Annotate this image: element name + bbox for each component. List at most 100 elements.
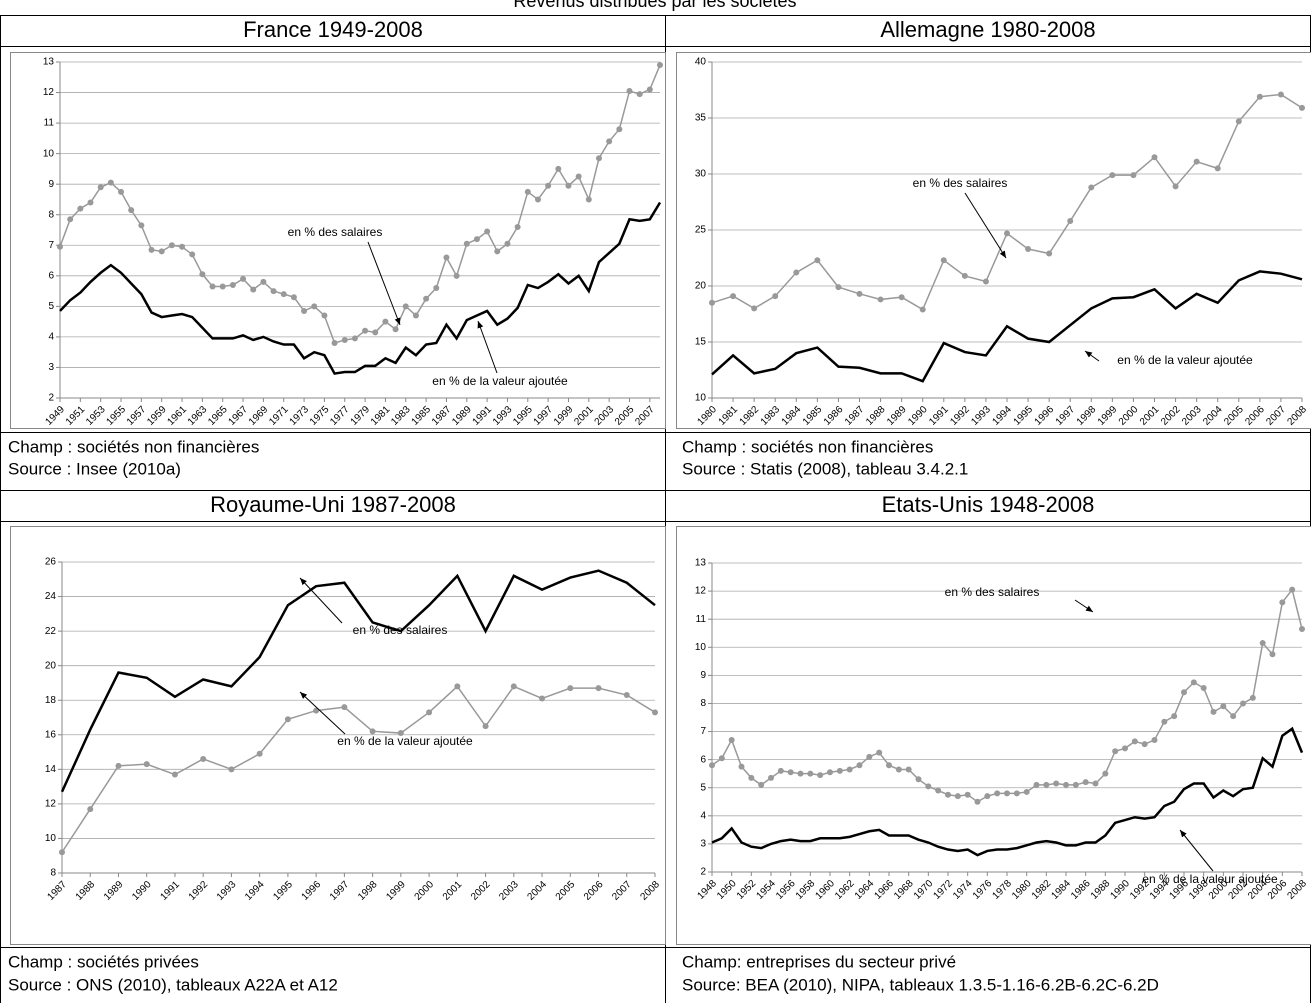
y-tick-label: 13 — [695, 558, 707, 569]
series-marker — [392, 326, 399, 333]
series-marker — [954, 793, 961, 800]
series-marker — [866, 753, 873, 760]
y-tick-label: 4 — [48, 332, 54, 343]
series-marker — [895, 766, 902, 773]
series-marker — [1299, 104, 1305, 111]
series-marker — [616, 126, 623, 133]
series-marker — [856, 762, 863, 769]
series-marker — [1220, 703, 1227, 710]
panel-title: Royaume-Uni 1987-2008 — [210, 492, 456, 517]
series-marker — [1023, 788, 1030, 795]
y-tick-label: 25 — [695, 225, 707, 236]
panel-title: Allemagne 1980-2008 — [880, 17, 1095, 42]
series-marker — [1214, 165, 1221, 172]
y-tick-label: 11 — [696, 614, 707, 625]
annotation-arrow — [299, 577, 343, 624]
series-line — [711, 270, 1303, 383]
series-marker — [1269, 651, 1276, 658]
series-marker — [1082, 779, 1089, 786]
series-marker — [372, 329, 379, 336]
series-marker — [168, 242, 175, 249]
series-marker — [846, 766, 853, 773]
series-marker — [219, 283, 226, 290]
series-marker — [718, 755, 725, 762]
series-marker — [351, 335, 358, 342]
series-marker — [1161, 718, 1168, 725]
series-marker — [1193, 158, 1200, 165]
series-marker — [709, 762, 715, 769]
series-marker — [484, 228, 491, 235]
series-marker — [539, 695, 546, 702]
series-marker — [179, 243, 186, 250]
y-tick-label: 9 — [700, 670, 706, 681]
series-line — [61, 685, 656, 853]
series-marker — [482, 723, 489, 730]
series-marker — [284, 716, 291, 723]
y-tick-label: 10 — [45, 833, 57, 844]
series-marker — [59, 849, 65, 856]
series-marker — [646, 86, 653, 93]
series-marker — [1249, 694, 1256, 701]
series-marker — [524, 188, 531, 195]
series-marker — [67, 216, 74, 223]
note: Champ : sociétés privées — [8, 952, 199, 971]
series-marker — [510, 683, 517, 690]
series-line — [59, 201, 662, 375]
series-marker — [595, 155, 602, 162]
annotation-arrow — [964, 192, 1007, 259]
series-marker — [382, 318, 389, 325]
series-marker — [270, 288, 277, 295]
y-tick-label: 11 — [44, 118, 55, 129]
series-marker — [982, 278, 989, 285]
chart-area — [676, 52, 1311, 429]
y-tick-label: 10 — [43, 148, 55, 159]
series-marker — [886, 762, 892, 769]
series-marker — [1033, 781, 1040, 788]
y-tick-label: 12 — [43, 87, 55, 98]
series-marker — [545, 182, 552, 189]
series-marker — [1141, 741, 1148, 748]
series-marker — [915, 776, 922, 783]
series-marker — [443, 254, 450, 261]
y-tick-label: 14 — [45, 764, 57, 775]
y-tick-label: 12 — [45, 799, 57, 810]
series-marker — [1277, 91, 1284, 98]
series-marker — [626, 88, 633, 95]
series-marker — [1235, 118, 1242, 125]
series-marker — [738, 763, 745, 770]
series-marker — [772, 293, 779, 300]
series-marker — [1092, 780, 1099, 787]
series-marker — [728, 736, 735, 743]
series-marker — [341, 704, 348, 711]
series-marker — [730, 293, 737, 300]
series-marker — [433, 285, 440, 292]
series-marker — [1013, 790, 1020, 797]
series-marker — [1289, 586, 1296, 593]
annotation-arrow — [1084, 350, 1100, 362]
y-tick-label: 2 — [700, 867, 706, 878]
series-marker — [652, 709, 658, 716]
series-marker — [341, 336, 348, 343]
y-tick-label: 24 — [45, 591, 57, 602]
series-marker — [1109, 172, 1116, 179]
series-marker — [751, 305, 758, 312]
y-tick-label: 5 — [700, 782, 706, 793]
y-tick-label: 8 — [50, 868, 56, 879]
series-marker — [1102, 770, 1109, 777]
series-marker — [118, 188, 125, 195]
series-marker — [57, 243, 63, 250]
series-marker — [1200, 685, 1207, 692]
series-marker — [793, 269, 800, 276]
series-marker — [836, 767, 843, 774]
y-tick-label: 7 — [48, 240, 54, 251]
series-marker — [534, 196, 541, 203]
series-marker — [856, 290, 863, 297]
series-marker — [1210, 708, 1217, 715]
series-marker — [1053, 780, 1060, 787]
series-marker — [567, 685, 574, 692]
series-marker — [128, 207, 135, 214]
series-marker — [107, 179, 114, 186]
note: Champ : sociétés non financières — [8, 437, 259, 456]
y-tick-label: 6 — [48, 270, 54, 281]
